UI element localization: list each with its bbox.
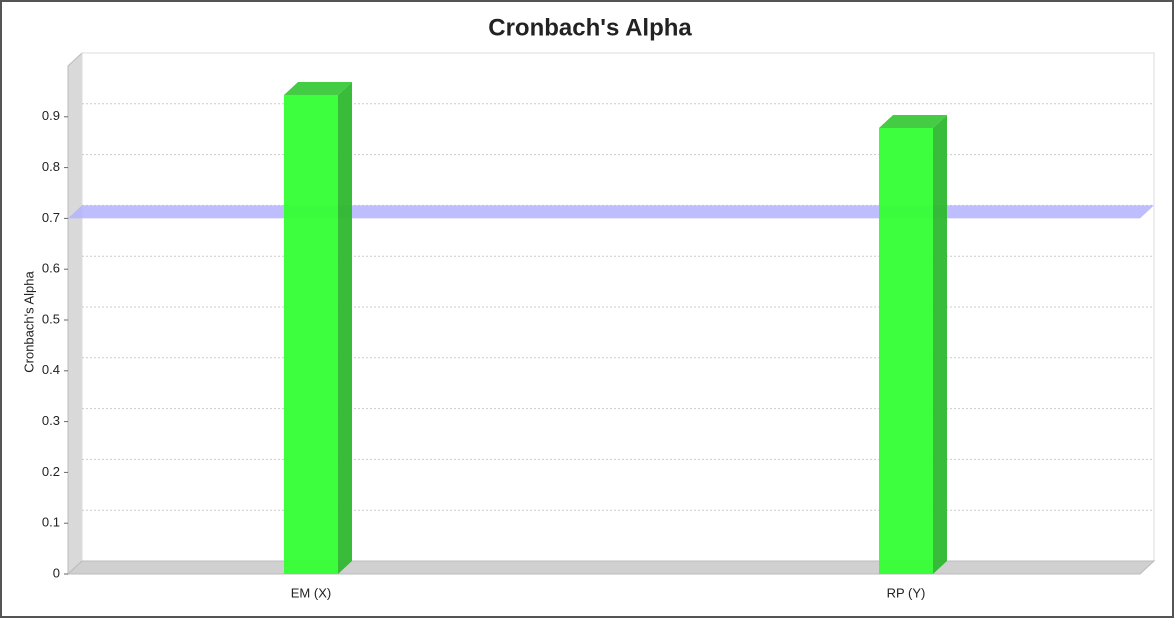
x-tick-label: RP (Y) bbox=[887, 585, 926, 600]
bar bbox=[879, 114, 947, 574]
bar-front bbox=[879, 127, 933, 574]
bar-side bbox=[933, 114, 947, 574]
reference-line bbox=[68, 205, 1154, 219]
chart-title: Cronbach's Alpha bbox=[488, 14, 692, 41]
bar-top bbox=[284, 81, 352, 95]
y-tick-label: 0.2 bbox=[42, 464, 60, 479]
bar-front bbox=[284, 94, 338, 575]
x-tick-label: EM (X) bbox=[291, 585, 331, 600]
bar-top bbox=[879, 114, 947, 128]
y-tick-label: 0.6 bbox=[42, 261, 60, 276]
left-wall bbox=[67, 51, 83, 576]
y-tick-label: 0.8 bbox=[42, 159, 60, 174]
y-tick-label: 0.5 bbox=[42, 311, 60, 326]
floor bbox=[66, 560, 1156, 575]
bar bbox=[284, 81, 352, 575]
y-tick-label: 0.3 bbox=[42, 413, 60, 428]
y-tick-label: 0 bbox=[53, 565, 60, 580]
bar-side bbox=[338, 81, 352, 575]
y-tick-label: 0.7 bbox=[42, 210, 60, 225]
y-axis-label: Cronbach's Alpha bbox=[21, 270, 36, 372]
y-tick-label: 0.4 bbox=[42, 362, 60, 377]
y-tick-label: 0.1 bbox=[42, 515, 60, 530]
y-tick-label: 0.9 bbox=[42, 108, 60, 123]
